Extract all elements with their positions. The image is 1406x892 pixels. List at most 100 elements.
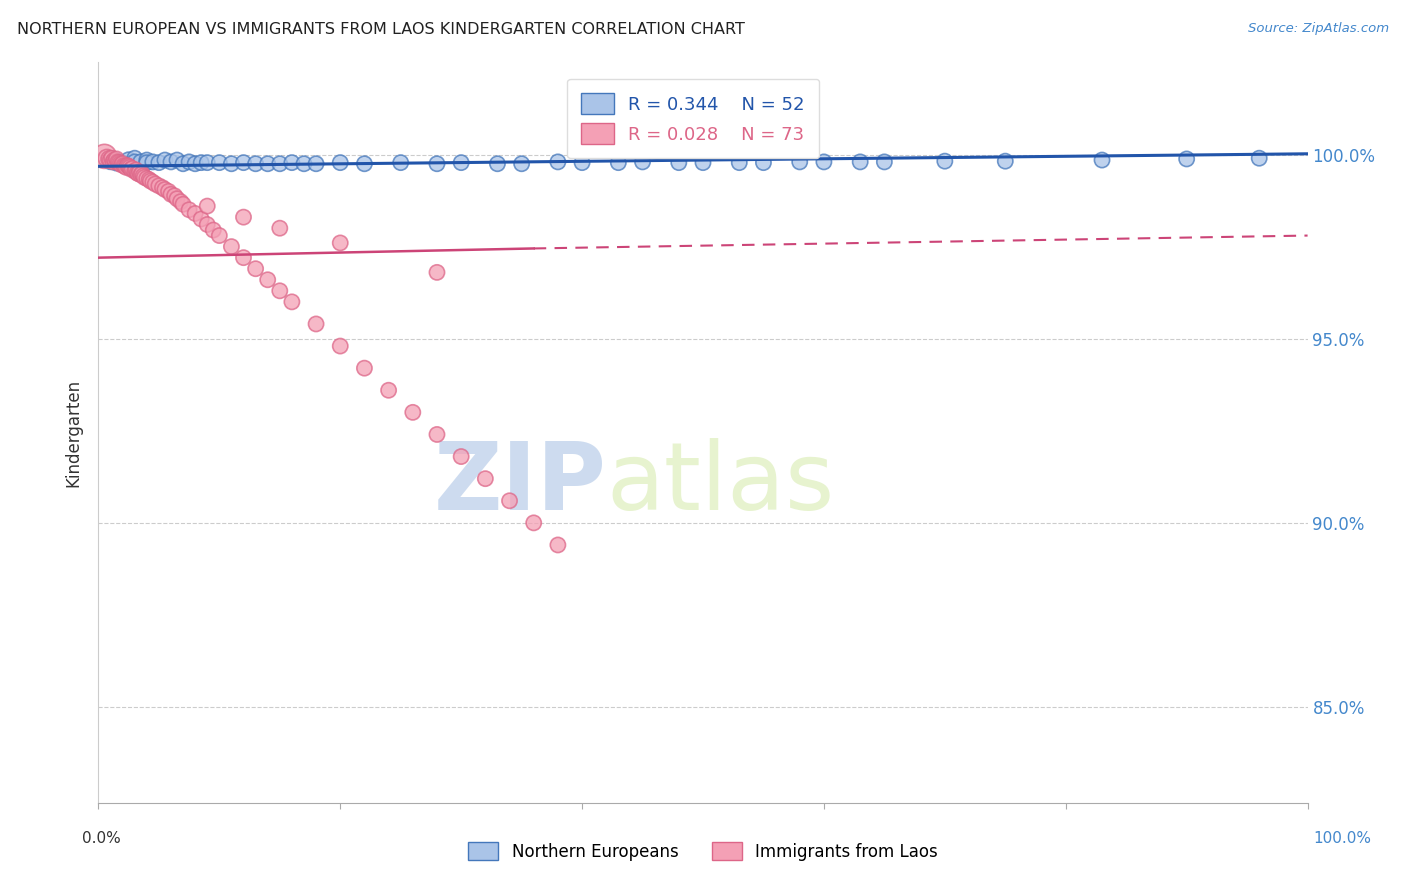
- Point: [208, 155, 231, 169]
- Point: [132, 169, 155, 183]
- Point: [111, 157, 134, 171]
- Point: [157, 185, 180, 199]
- Point: [129, 154, 152, 169]
- Point: [153, 182, 176, 196]
- Point: [202, 223, 225, 237]
- Point: [450, 450, 472, 464]
- Point: [134, 170, 156, 185]
- Point: [849, 154, 872, 169]
- Text: 100.0%: 100.0%: [1313, 831, 1372, 846]
- Point: [100, 151, 122, 165]
- Point: [1249, 151, 1271, 165]
- Point: [256, 157, 278, 171]
- Point: [190, 211, 212, 226]
- Point: [129, 168, 152, 182]
- Point: [179, 202, 201, 217]
- Point: [98, 152, 121, 166]
- Point: [668, 155, 690, 169]
- Point: [329, 155, 352, 169]
- Point: [124, 164, 146, 178]
- Point: [112, 159, 135, 173]
- Point: [305, 157, 328, 171]
- Point: [153, 153, 176, 167]
- Point: [221, 239, 243, 253]
- Point: [789, 154, 811, 169]
- Point: [752, 155, 775, 169]
- Point: [1091, 153, 1114, 167]
- Point: [108, 155, 131, 169]
- Point: [101, 154, 124, 169]
- Point: [103, 153, 125, 167]
- Y-axis label: Kindergarten: Kindergarten: [65, 378, 83, 487]
- Point: [105, 154, 128, 169]
- Point: [93, 149, 115, 163]
- Point: [486, 157, 509, 171]
- Point: [498, 493, 520, 508]
- Point: [631, 154, 654, 169]
- Point: [115, 161, 138, 175]
- Point: [281, 294, 304, 309]
- Point: [256, 273, 278, 287]
- Point: [1175, 152, 1198, 166]
- Point: [184, 206, 207, 220]
- Text: ZIP: ZIP: [433, 439, 606, 531]
- Point: [195, 155, 218, 169]
- Point: [607, 155, 630, 169]
- Point: [100, 153, 122, 167]
- Point: [139, 174, 162, 188]
- Point: [389, 155, 412, 169]
- Point: [160, 154, 183, 169]
- Point: [994, 154, 1017, 169]
- Point: [728, 155, 751, 169]
- Point: [143, 177, 166, 191]
- Point: [120, 162, 142, 177]
- Point: [169, 194, 191, 209]
- Point: [450, 155, 472, 169]
- Point: [353, 157, 375, 171]
- Point: [329, 235, 352, 250]
- Point: [221, 157, 243, 171]
- Point: [118, 159, 141, 173]
- Point: [114, 159, 136, 173]
- Point: [873, 154, 896, 169]
- Point: [118, 161, 141, 175]
- Point: [571, 155, 593, 169]
- Point: [111, 157, 134, 171]
- Point: [232, 155, 254, 169]
- Point: [124, 154, 146, 169]
- Point: [190, 155, 212, 169]
- Legend: R = 0.344    N = 52, R = 0.028    N = 73: R = 0.344 N = 52, R = 0.028 N = 73: [567, 78, 820, 159]
- Point: [166, 192, 188, 206]
- Point: [135, 155, 157, 169]
- Point: [269, 221, 291, 235]
- Point: [138, 172, 160, 186]
- Point: [117, 159, 139, 173]
- Point: [269, 157, 291, 171]
- Point: [208, 228, 231, 243]
- Point: [402, 405, 425, 419]
- Point: [125, 163, 148, 178]
- Point: [148, 155, 170, 169]
- Point: [474, 472, 496, 486]
- Point: [131, 167, 153, 181]
- Point: [426, 265, 449, 279]
- Point: [166, 153, 188, 167]
- Point: [305, 317, 328, 331]
- Text: atlas: atlas: [606, 439, 835, 531]
- Point: [110, 158, 132, 172]
- Point: [128, 165, 150, 179]
- Point: [184, 157, 207, 171]
- Point: [142, 175, 165, 189]
- Point: [245, 261, 267, 276]
- Point: [934, 154, 956, 169]
- Point: [107, 154, 129, 169]
- Point: [142, 154, 165, 169]
- Point: [523, 516, 546, 530]
- Point: [124, 151, 146, 165]
- Point: [245, 157, 267, 171]
- Point: [148, 178, 170, 193]
- Point: [108, 157, 131, 171]
- Point: [121, 161, 143, 176]
- Point: [353, 361, 375, 376]
- Point: [813, 154, 835, 169]
